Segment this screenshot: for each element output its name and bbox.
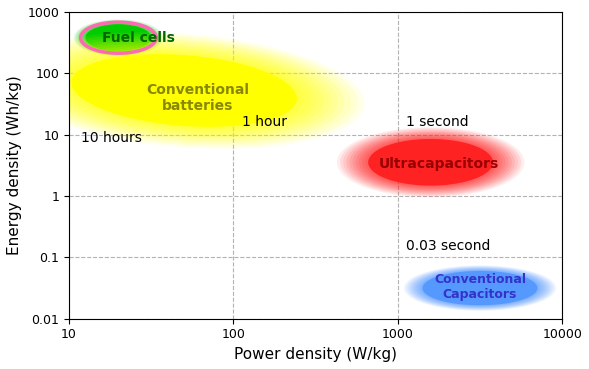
Polygon shape bbox=[78, 21, 158, 54]
Polygon shape bbox=[75, 20, 161, 55]
Polygon shape bbox=[418, 269, 542, 307]
Polygon shape bbox=[353, 133, 509, 192]
Polygon shape bbox=[38, 43, 331, 138]
Polygon shape bbox=[82, 23, 154, 52]
Polygon shape bbox=[349, 132, 512, 193]
Polygon shape bbox=[362, 137, 499, 188]
Text: Conventional
batteries: Conventional batteries bbox=[146, 83, 249, 113]
Polygon shape bbox=[51, 48, 317, 133]
Polygon shape bbox=[413, 268, 547, 308]
Polygon shape bbox=[343, 130, 518, 195]
Polygon shape bbox=[77, 21, 160, 55]
Text: 1 hour: 1 hour bbox=[241, 115, 287, 130]
X-axis label: Power density (W/kg): Power density (W/kg) bbox=[234, 347, 397, 362]
Text: 1 second: 1 second bbox=[406, 115, 469, 130]
Polygon shape bbox=[404, 265, 556, 311]
Polygon shape bbox=[365, 138, 496, 187]
Polygon shape bbox=[81, 23, 155, 53]
Polygon shape bbox=[74, 19, 163, 56]
Polygon shape bbox=[411, 268, 549, 309]
Polygon shape bbox=[80, 22, 157, 54]
Polygon shape bbox=[31, 41, 337, 140]
Polygon shape bbox=[71, 54, 297, 127]
Polygon shape bbox=[359, 135, 502, 189]
Polygon shape bbox=[85, 24, 151, 51]
Polygon shape bbox=[406, 266, 554, 310]
Polygon shape bbox=[422, 271, 538, 305]
Text: Conventional
Capacitors: Conventional Capacitors bbox=[434, 273, 526, 301]
Polygon shape bbox=[58, 50, 310, 131]
Polygon shape bbox=[346, 131, 515, 194]
Polygon shape bbox=[4, 32, 365, 149]
Polygon shape bbox=[420, 270, 540, 306]
Text: 0.03 second: 0.03 second bbox=[406, 239, 491, 254]
Text: Ultracapacitors: Ultracapacitors bbox=[379, 157, 499, 171]
Polygon shape bbox=[65, 52, 304, 129]
Text: Fuel cells: Fuel cells bbox=[102, 31, 175, 45]
Polygon shape bbox=[24, 39, 344, 142]
Polygon shape bbox=[11, 35, 358, 146]
Text: 10 hours: 10 hours bbox=[81, 131, 141, 145]
Y-axis label: Energy density (Wh/kg): Energy density (Wh/kg) bbox=[7, 76, 22, 255]
Polygon shape bbox=[356, 134, 505, 190]
Polygon shape bbox=[337, 127, 524, 197]
Polygon shape bbox=[415, 269, 544, 307]
Polygon shape bbox=[17, 37, 351, 144]
Polygon shape bbox=[409, 267, 551, 309]
Polygon shape bbox=[368, 139, 493, 186]
Polygon shape bbox=[84, 24, 153, 52]
Polygon shape bbox=[340, 128, 521, 196]
Polygon shape bbox=[44, 45, 324, 135]
